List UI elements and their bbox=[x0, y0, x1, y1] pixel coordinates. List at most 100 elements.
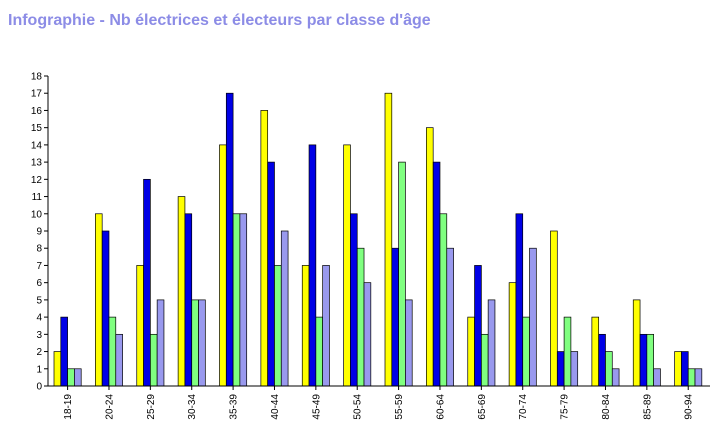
bar-80-84-s3 bbox=[605, 351, 613, 387]
x-tick-label: 50-54 bbox=[353, 394, 364, 420]
x-tick-label: 85-89 bbox=[642, 394, 653, 420]
x-tick-label: 18-19 bbox=[63, 394, 74, 420]
bar-30-34-s1 bbox=[177, 196, 186, 387]
bar-50-54-s2 bbox=[350, 213, 358, 387]
bar-25-29-s2 bbox=[143, 178, 151, 387]
y-tick-label: 1 bbox=[36, 364, 42, 375]
bar-65-69-s2 bbox=[474, 265, 482, 387]
bar-45-49-s4 bbox=[322, 265, 330, 387]
bar-85-89-s2 bbox=[639, 333, 648, 387]
bar-30-34-s2 bbox=[184, 213, 193, 387]
x-tick-label: 20-24 bbox=[104, 394, 115, 420]
y-tick-label: 16 bbox=[31, 106, 43, 117]
bar-25-29-s1 bbox=[136, 265, 144, 387]
bar-75-79-s3 bbox=[563, 316, 572, 387]
y-tick-label: 17 bbox=[31, 89, 43, 100]
x-tick-label: 45-49 bbox=[311, 394, 322, 420]
y-tick-label: 10 bbox=[31, 209, 43, 220]
bar-40-44-s1 bbox=[260, 110, 269, 387]
bar-60-64-s3 bbox=[439, 213, 448, 387]
bar-60-64-s1 bbox=[426, 127, 434, 387]
x-tick-label: 70-74 bbox=[518, 394, 529, 420]
bar-50-54-s4 bbox=[363, 282, 372, 387]
bar-60-64-s4 bbox=[446, 247, 454, 387]
bar-45-49-s2 bbox=[308, 144, 317, 387]
bar-35-39-s1 bbox=[219, 144, 227, 387]
x-tick-label: 40-44 bbox=[270, 394, 281, 420]
bar-90-94-s4 bbox=[694, 368, 703, 387]
x-tick-label: 35-39 bbox=[229, 394, 240, 420]
y-tick-label: 3 bbox=[36, 330, 42, 341]
bar-30-34-s3 bbox=[191, 299, 199, 387]
bar-55-59-s4 bbox=[405, 299, 413, 387]
y-tick-label: 4 bbox=[36, 313, 42, 324]
bar-75-79-s1 bbox=[550, 230, 558, 387]
x-tick-label: 55-59 bbox=[394, 394, 405, 420]
bar-55-59-s1 bbox=[384, 92, 393, 387]
bar-70-74-s1 bbox=[508, 282, 517, 387]
bar-80-84-s2 bbox=[598, 333, 606, 387]
y-tick-label: 7 bbox=[36, 261, 42, 272]
bar-18-19-s4 bbox=[74, 368, 82, 387]
bar-70-74-s3 bbox=[522, 316, 530, 387]
bar-40-44-s3 bbox=[274, 265, 282, 387]
y-tick-label: 8 bbox=[36, 244, 42, 255]
bar-35-39-s4 bbox=[239, 213, 248, 387]
bar-85-89-s1 bbox=[632, 299, 641, 387]
bar-25-29-s4 bbox=[156, 299, 165, 387]
bar-85-89-s4 bbox=[653, 368, 661, 387]
bar-20-24-s4 bbox=[115, 333, 123, 387]
bar-45-49-s3 bbox=[315, 316, 324, 387]
bar-65-69-s3 bbox=[481, 333, 489, 387]
y-tick-label: 13 bbox=[31, 158, 43, 169]
bar-45-49-s1 bbox=[301, 265, 310, 387]
bar-50-54-s3 bbox=[356, 247, 365, 387]
bar-30-34-s4 bbox=[198, 299, 206, 387]
y-tick-label: 12 bbox=[31, 175, 43, 186]
y-tick-label: 11 bbox=[32, 192, 43, 203]
bar-55-59-s3 bbox=[398, 161, 406, 387]
bar-18-19-s2 bbox=[60, 316, 68, 387]
x-tick-label: 80-84 bbox=[601, 394, 612, 420]
bar-80-84-s1 bbox=[591, 316, 600, 387]
bar-35-39-s2 bbox=[225, 92, 234, 387]
bars-layer bbox=[53, 92, 703, 387]
x-tick-label: 65-69 bbox=[477, 394, 488, 420]
x-tick-label: 30-34 bbox=[187, 394, 198, 420]
bar-18-19-s1 bbox=[53, 351, 62, 387]
x-ticks: 18-19 20-24 25-29 30-34 35-39 40-44 45-49 50-54… bbox=[63, 386, 695, 420]
bar-85-89-s3 bbox=[646, 333, 654, 387]
bar-75-79-s2 bbox=[556, 351, 565, 387]
bar-70-74-s4 bbox=[529, 247, 537, 387]
y-tick-label: 15 bbox=[31, 123, 43, 134]
bar-20-24-s3 bbox=[108, 316, 117, 387]
bar-20-24-s1 bbox=[95, 213, 103, 387]
y-tick-label: 0 bbox=[36, 382, 42, 393]
x-tick-label: 75-79 bbox=[560, 394, 571, 420]
bar-35-39-s3 bbox=[232, 213, 241, 387]
y-tick-label: 6 bbox=[36, 278, 42, 289]
x-tick-label: 90-94 bbox=[684, 394, 695, 420]
bar-40-44-s2 bbox=[267, 161, 275, 387]
bar-65-69-s4 bbox=[487, 299, 496, 387]
bar-20-24-s2 bbox=[101, 230, 110, 387]
x-tick-label: 60-64 bbox=[435, 394, 446, 420]
y-tick-label: 14 bbox=[31, 140, 43, 151]
bar-50-54-s1 bbox=[343, 144, 351, 387]
x-tick-label: 25-29 bbox=[146, 394, 157, 420]
bar-55-59-s2 bbox=[391, 247, 399, 387]
y-tick-label: 5 bbox=[36, 295, 42, 306]
y-tick-label: 18 bbox=[31, 72, 43, 83]
bar-80-84-s4 bbox=[611, 368, 620, 387]
bar-25-29-s3 bbox=[150, 333, 158, 387]
bar-40-44-s4 bbox=[280, 230, 289, 387]
bar-18-19-s3 bbox=[67, 368, 75, 387]
chart-title: Infographie - Nb électrices et électeurs… bbox=[8, 12, 431, 29]
y-tick-label: 9 bbox=[36, 227, 42, 238]
bar-65-69-s1 bbox=[467, 316, 475, 387]
bar-90-94-s2 bbox=[681, 351, 689, 387]
bar-75-79-s4 bbox=[570, 351, 579, 387]
bar-90-94-s3 bbox=[687, 368, 696, 387]
